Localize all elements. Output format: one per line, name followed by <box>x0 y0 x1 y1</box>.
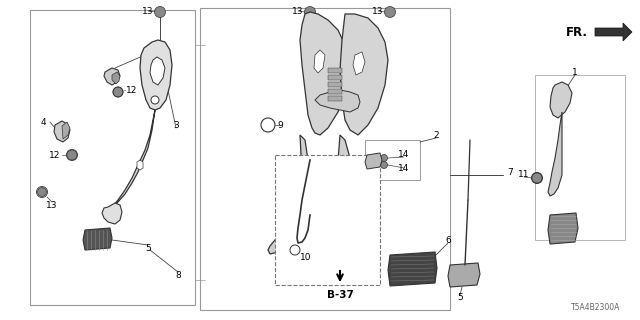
Text: 7: 7 <box>507 167 513 177</box>
Polygon shape <box>83 228 112 250</box>
Text: 4: 4 <box>40 117 46 126</box>
Circle shape <box>381 155 387 162</box>
Polygon shape <box>328 82 342 87</box>
Circle shape <box>67 150 77 160</box>
Circle shape <box>381 162 387 169</box>
Polygon shape <box>353 52 365 75</box>
Polygon shape <box>448 263 480 287</box>
Bar <box>365 140 420 180</box>
Circle shape <box>385 6 396 18</box>
Text: 13: 13 <box>372 6 384 15</box>
Text: 14: 14 <box>398 164 410 172</box>
Text: 9: 9 <box>277 121 283 130</box>
Text: 12: 12 <box>126 85 138 94</box>
Polygon shape <box>340 14 388 135</box>
Polygon shape <box>328 68 342 73</box>
Bar <box>535 75 625 240</box>
Text: 8: 8 <box>175 270 181 279</box>
Text: T5A4B2300A: T5A4B2300A <box>571 303 620 312</box>
Circle shape <box>290 245 300 255</box>
Text: 13: 13 <box>142 6 154 15</box>
Polygon shape <box>140 40 172 110</box>
Polygon shape <box>300 12 348 135</box>
Polygon shape <box>315 90 360 112</box>
Text: 12: 12 <box>49 150 61 159</box>
Text: B-37: B-37 <box>326 290 353 300</box>
Bar <box>275 155 380 285</box>
Polygon shape <box>110 110 155 213</box>
Circle shape <box>261 118 275 132</box>
Bar <box>30 10 195 305</box>
Polygon shape <box>388 252 437 286</box>
Polygon shape <box>328 75 342 80</box>
Polygon shape <box>268 135 308 254</box>
Polygon shape <box>548 112 562 196</box>
Text: 10: 10 <box>300 253 312 262</box>
Bar <box>200 8 450 310</box>
Text: 13: 13 <box>292 6 304 15</box>
Circle shape <box>154 6 166 18</box>
Circle shape <box>532 173 542 183</box>
Polygon shape <box>112 72 120 84</box>
Polygon shape <box>365 153 382 169</box>
Circle shape <box>113 87 123 97</box>
Text: 2: 2 <box>433 131 439 140</box>
Text: 5: 5 <box>457 293 463 302</box>
Polygon shape <box>54 121 70 142</box>
Polygon shape <box>328 89 342 94</box>
Polygon shape <box>62 122 70 139</box>
Polygon shape <box>104 68 120 85</box>
Circle shape <box>38 188 47 196</box>
Text: 1: 1 <box>572 68 578 76</box>
Polygon shape <box>314 50 325 73</box>
Text: 5: 5 <box>145 244 151 252</box>
Text: 3: 3 <box>173 121 179 130</box>
Polygon shape <box>102 203 122 224</box>
Polygon shape <box>595 23 632 41</box>
Polygon shape <box>328 96 342 101</box>
Polygon shape <box>550 82 572 118</box>
Circle shape <box>151 96 159 104</box>
Text: 14: 14 <box>398 149 410 158</box>
Polygon shape <box>137 160 143 170</box>
Text: FR.: FR. <box>566 26 588 38</box>
Polygon shape <box>150 57 165 85</box>
Circle shape <box>305 6 316 18</box>
Polygon shape <box>548 213 578 244</box>
Text: 13: 13 <box>46 201 58 210</box>
Polygon shape <box>328 135 352 248</box>
Text: 11: 11 <box>518 170 530 179</box>
Text: 6: 6 <box>445 236 451 244</box>
